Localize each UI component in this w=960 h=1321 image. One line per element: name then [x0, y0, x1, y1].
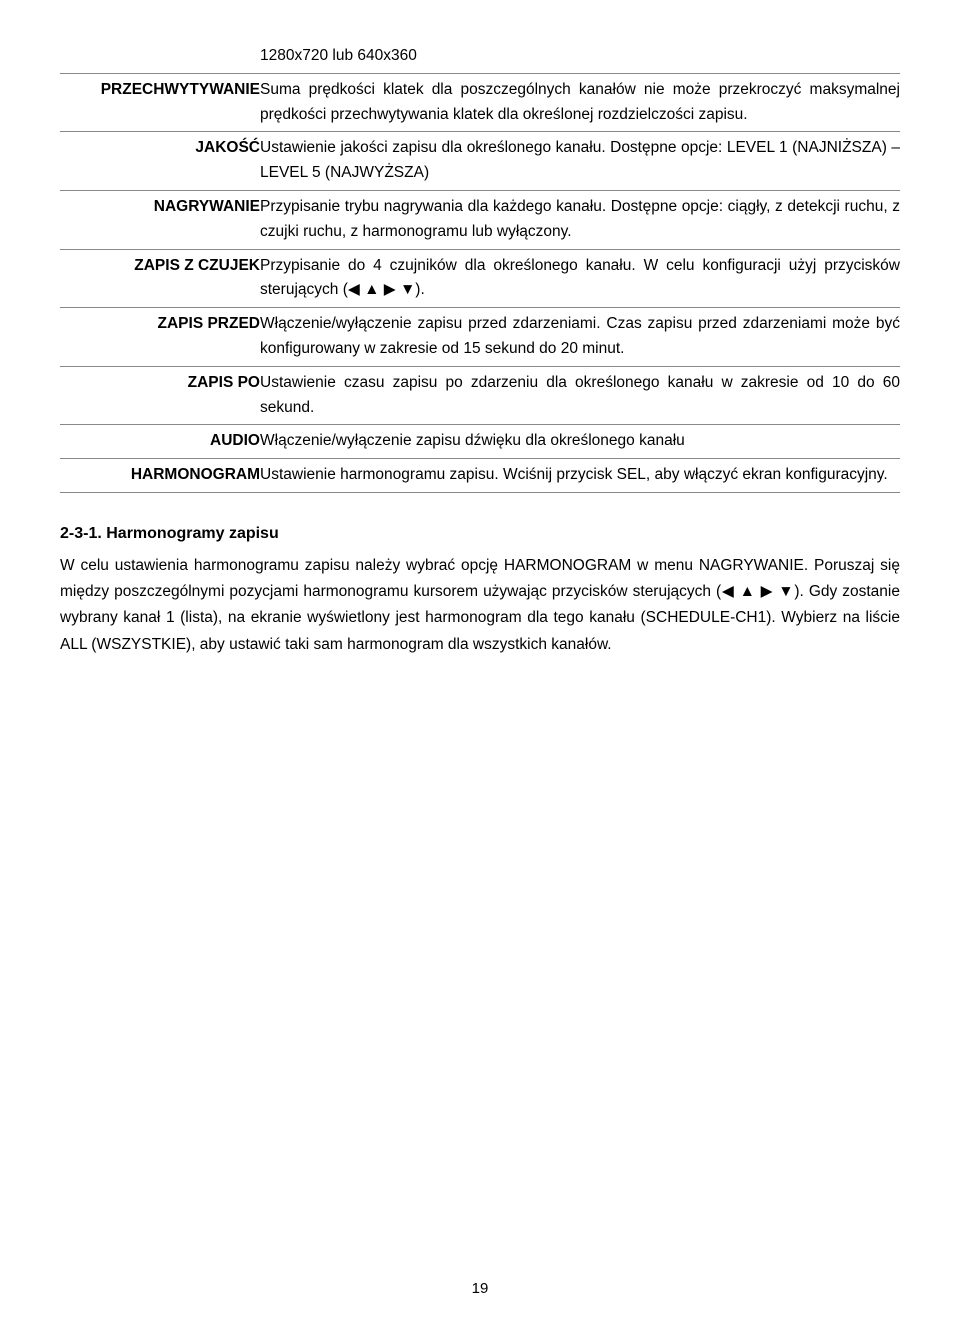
- table-row: 1280x720 lub 640x360: [60, 40, 900, 73]
- row-description: Włączenie/wyłączenie zapisu przed zdarze…: [260, 308, 900, 367]
- row-label: NAGRYWANIE: [60, 190, 260, 249]
- row-description: 1280x720 lub 640x360: [260, 40, 900, 73]
- row-label: ZAPIS PRZED: [60, 308, 260, 367]
- table-row: PRZECHWYTYWANIESuma prędkości klatek dla…: [60, 73, 900, 132]
- table-row: AUDIOWłączenie/wyłączenie zapisu dźwięku…: [60, 425, 900, 459]
- table-row: HARMONOGRAMUstawienie harmonogramu zapis…: [60, 459, 900, 493]
- table-row: JAKOŚĆUstawienie jakości zapisu dla okre…: [60, 132, 900, 191]
- table-row: ZAPIS POUstawienie czasu zapisu po zdarz…: [60, 366, 900, 425]
- row-label: ZAPIS Z CZUJEK: [60, 249, 260, 308]
- table-row: ZAPIS Z CZUJEKPrzypisanie do 4 czujników…: [60, 249, 900, 308]
- row-label: ZAPIS PO: [60, 366, 260, 425]
- row-description: Ustawienie harmonogramu zapisu. Wciśnij …: [260, 459, 900, 493]
- row-description: Ustawienie czasu zapisu po zdarzeniu dla…: [260, 366, 900, 425]
- row-label: [60, 40, 260, 73]
- row-description: Suma prędkości klatek dla poszczególnych…: [260, 73, 900, 132]
- section-title: 2-3-1. Harmonogramy zapisu: [60, 521, 900, 547]
- row-label: HARMONOGRAM: [60, 459, 260, 493]
- row-label: PRZECHWYTYWANIE: [60, 73, 260, 132]
- section-body: W celu ustawienia harmonogramu zapisu na…: [60, 553, 900, 658]
- row-label: JAKOŚĆ: [60, 132, 260, 191]
- page-number: 19: [0, 1277, 960, 1301]
- row-description: Przypisanie do 4 czujników dla określone…: [260, 249, 900, 308]
- row-description: Przypisanie trybu nagrywania dla każdego…: [260, 190, 900, 249]
- table-row: ZAPIS PRZEDWłączenie/wyłączenie zapisu p…: [60, 308, 900, 367]
- definitions-table: 1280x720 lub 640x360PRZECHWYTYWANIESuma …: [60, 40, 900, 493]
- row-description: Ustawienie jakości zapisu dla określoneg…: [260, 132, 900, 191]
- row-label: AUDIO: [60, 425, 260, 459]
- table-row: NAGRYWANIEPrzypisanie trybu nagrywania d…: [60, 190, 900, 249]
- row-description: Włączenie/wyłączenie zapisu dźwięku dla …: [260, 425, 900, 459]
